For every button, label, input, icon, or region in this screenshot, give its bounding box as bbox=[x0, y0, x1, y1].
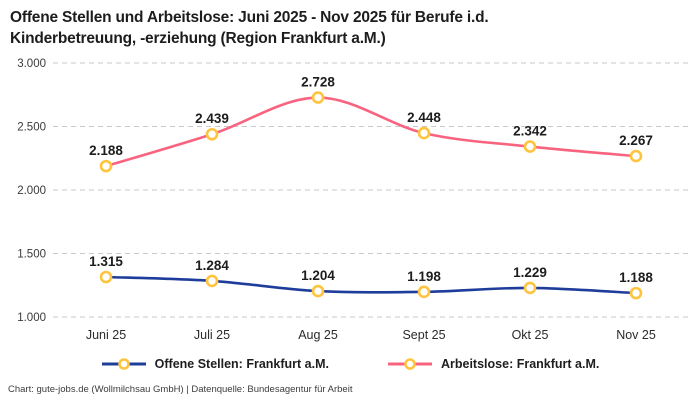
x-tick-label: Nov 25 bbox=[616, 328, 656, 342]
chart-title-line-1: Offene Stellen und Arbeitslose: Juni 202… bbox=[10, 9, 489, 26]
y-tick-label: 2.500 bbox=[17, 122, 46, 134]
y-tick-label: 3.000 bbox=[17, 58, 46, 70]
series-line-arbeitslose-frankfurt-a-m bbox=[104, 96, 638, 168]
y-tick-label: 2.000 bbox=[17, 185, 46, 197]
data-label: 2.448 bbox=[407, 110, 441, 125]
chart-title: Offene Stellen und Arbeitslose: Juni 202… bbox=[0, 0, 700, 52]
data-marker bbox=[523, 281, 537, 295]
chart-title-line-2: Kinderbetreuung, -erziehung (Region Fran… bbox=[10, 30, 386, 48]
x-tick-label: Aug 25 bbox=[298, 328, 338, 342]
data-marker bbox=[205, 127, 219, 141]
data-marker bbox=[523, 140, 537, 153]
data-marker bbox=[629, 149, 643, 163]
x-tick-label: Juni 25 bbox=[86, 328, 126, 342]
legend-item-offene-stellen-frankfurt-a-m: Offene Stellen: Frankfurt a.M. bbox=[101, 357, 329, 371]
data-label: 1.198 bbox=[407, 269, 441, 284]
legend-label: Offene Stellen: Frankfurt a.M. bbox=[154, 357, 329, 371]
series-line-offene-stellen-frankfurt-a-m bbox=[104, 275, 638, 295]
legend-swatch-icon bbox=[101, 358, 146, 370]
data-marker bbox=[99, 159, 113, 173]
data-marker bbox=[99, 270, 113, 284]
data-marker bbox=[205, 274, 219, 288]
line-chart-canvas: 3.000 2.500 2.000 1.500 1.000 Juni 25 Juli 25 A… bbox=[17, 58, 689, 342]
data-marker bbox=[417, 126, 431, 140]
y-tick-label: 1.500 bbox=[17, 249, 46, 261]
data-label: 1.229 bbox=[513, 265, 547, 280]
data-label: 2.728 bbox=[301, 75, 335, 90]
y-tick-label: 1.000 bbox=[17, 312, 46, 324]
legend-item-arbeitslose-frankfurt-a-m: Arbeitslose: Frankfurt a.M. bbox=[387, 357, 599, 371]
data-marker bbox=[311, 284, 325, 298]
data-label: 2.267 bbox=[619, 133, 653, 148]
data-label: 1.188 bbox=[619, 270, 653, 285]
attribution-text: Chart: gute-jobs.de (Wollmilchsau GmbH) … bbox=[8, 384, 353, 395]
legend: Offene Stellen: Frankfurt a.M. Arbeitslos… bbox=[0, 352, 700, 376]
data-marker bbox=[311, 91, 325, 104]
data-label: 1.315 bbox=[89, 254, 123, 269]
data-marker bbox=[629, 286, 643, 300]
x-tick-label: Juli 25 bbox=[194, 328, 230, 342]
data-label: 2.342 bbox=[513, 124, 547, 139]
data-label: 2.188 bbox=[89, 143, 123, 158]
data-label: 1.284 bbox=[195, 258, 229, 273]
x-tick-label: Okt 25 bbox=[512, 328, 549, 342]
legend-swatch-icon bbox=[387, 358, 432, 370]
x-tick-label: Sept 25 bbox=[402, 328, 445, 342]
data-label: 2.439 bbox=[195, 111, 229, 126]
legend-label: Arbeitslose: Frankfurt a.M. bbox=[440, 357, 600, 371]
data-marker bbox=[417, 285, 431, 299]
data-label: 1.204 bbox=[301, 268, 335, 283]
